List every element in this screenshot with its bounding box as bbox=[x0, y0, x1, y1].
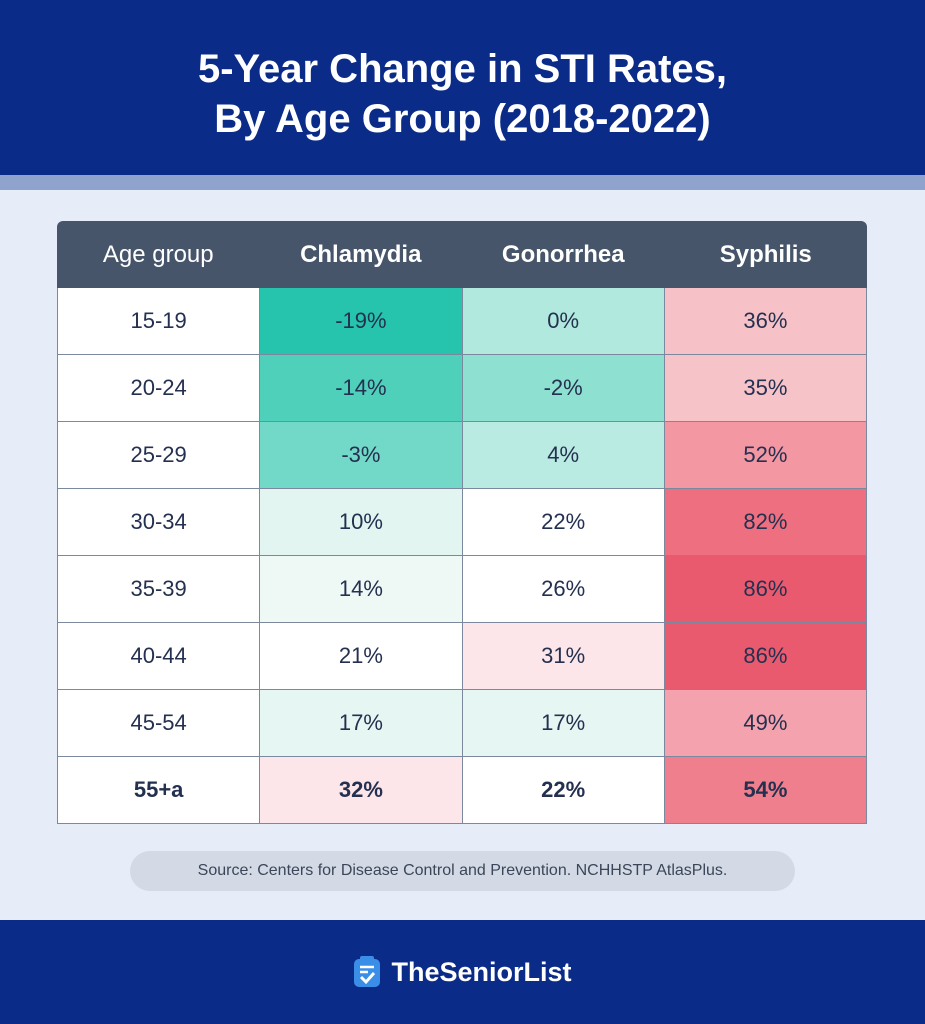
table-row: 35-39 14% 26% 86% bbox=[57, 556, 867, 623]
sti-table: Age group Chlamydia Gonorrhea Syphilis 1… bbox=[57, 221, 867, 824]
age-group-cell: 45-54 bbox=[57, 690, 261, 757]
syphilis-cell: 86% bbox=[664, 556, 867, 623]
table-row: 30-34 10% 22% 82% bbox=[57, 489, 867, 556]
chlamydia-cell: 17% bbox=[260, 690, 463, 757]
page-title: 5-Year Change in STI Rates, By Age Group… bbox=[0, 44, 925, 144]
age-group-cell: 15-19 bbox=[57, 288, 261, 355]
title-line-1: 5-Year Change in STI Rates, bbox=[197, 47, 728, 91]
gonorrhea-cell: 22% bbox=[462, 757, 665, 824]
checklist-logo-icon bbox=[354, 956, 381, 987]
chlamydia-cell: -3% bbox=[260, 422, 463, 489]
syphilis-cell: 36% bbox=[664, 288, 867, 355]
table-row: 55+a 32% 22% 54% bbox=[57, 757, 867, 824]
table-row: 25-29 -3% 4% 52% bbox=[57, 422, 867, 489]
syphilis-cell: 52% bbox=[664, 422, 867, 489]
source-note: Source: Centers for Disease Control and … bbox=[130, 851, 795, 891]
syphilis-cell: 54% bbox=[664, 757, 867, 824]
table-row: 45-54 17% 17% 49% bbox=[57, 690, 867, 757]
gonorrhea-cell: 22% bbox=[462, 489, 665, 556]
divider-stripe bbox=[0, 175, 925, 190]
age-group-cell: 35-39 bbox=[57, 556, 261, 623]
gonorrhea-cell: 4% bbox=[462, 422, 665, 489]
chlamydia-cell: -14% bbox=[260, 355, 463, 422]
chlamydia-cell: 14% bbox=[260, 556, 463, 623]
gonorrhea-cell: 0% bbox=[462, 288, 665, 355]
syphilis-cell: 49% bbox=[664, 690, 867, 757]
header-banner: 5-Year Change in STI Rates, By Age Group… bbox=[0, 0, 925, 175]
chlamydia-cell: 10% bbox=[260, 489, 463, 556]
gonorrhea-cell: 26% bbox=[462, 556, 665, 623]
column-header: Age group bbox=[102, 240, 214, 268]
age-group-cell: 55+a bbox=[57, 757, 261, 824]
age-group-cell: 20-24 bbox=[57, 355, 261, 422]
syphilis-cell: 35% bbox=[664, 355, 867, 422]
brand-name: TheSeniorList bbox=[391, 956, 572, 987]
table-body: 15-19 -19% 0% 36% 20-24 -14% -2% 35% 25-29 -3% 4% 5… bbox=[57, 288, 867, 824]
chlamydia-cell: 32% bbox=[260, 757, 463, 824]
table-row: 15-19 -19% 0% 36% bbox=[57, 288, 867, 355]
chlamydia-cell: 21% bbox=[260, 623, 463, 690]
table-row: 20-24 -14% -2% 35% bbox=[57, 355, 867, 422]
syphilis-cell: 82% bbox=[664, 489, 867, 556]
age-group-cell: 40-44 bbox=[57, 623, 261, 690]
gonorrhea-cell: 31% bbox=[462, 623, 665, 690]
table-header: Age group Chlamydia Gonorrhea Syphilis bbox=[57, 221, 867, 288]
gonorrhea-cell: -2% bbox=[462, 355, 665, 422]
column-header: Chlamydia bbox=[300, 240, 422, 268]
age-group-cell: 30-34 bbox=[57, 489, 261, 556]
column-header: Gonorrhea bbox=[501, 240, 625, 268]
chlamydia-cell: -19% bbox=[260, 288, 463, 355]
column-header: Syphilis bbox=[719, 240, 812, 268]
footer-banner: TheSeniorList bbox=[0, 920, 925, 1024]
age-group-cell: 25-29 bbox=[57, 422, 261, 489]
gonorrhea-cell: 17% bbox=[462, 690, 665, 757]
syphilis-cell: 86% bbox=[664, 623, 867, 690]
title-line-2: By Age Group (2018-2022) bbox=[214, 97, 711, 141]
table-row: 40-44 21% 31% 86% bbox=[57, 623, 867, 690]
